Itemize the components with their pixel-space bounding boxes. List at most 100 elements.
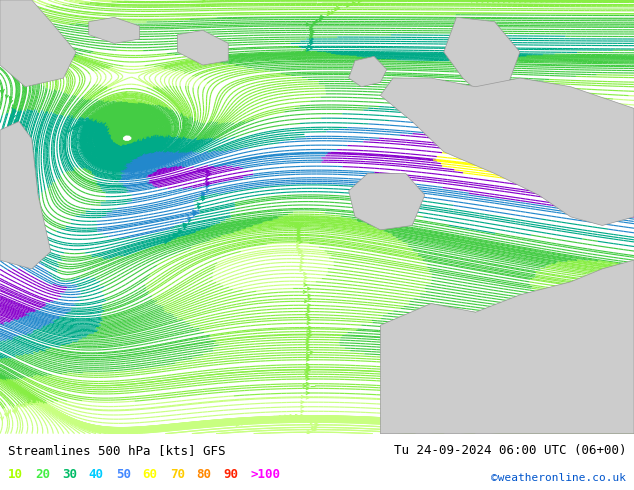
FancyArrowPatch shape bbox=[10, 100, 13, 103]
Text: 50: 50 bbox=[116, 468, 131, 481]
FancyArrowPatch shape bbox=[202, 194, 204, 196]
FancyArrowPatch shape bbox=[316, 423, 319, 426]
FancyArrowPatch shape bbox=[300, 269, 303, 271]
FancyArrowPatch shape bbox=[134, 154, 137, 157]
FancyArrowPatch shape bbox=[269, 417, 271, 420]
FancyArrowPatch shape bbox=[306, 358, 309, 361]
FancyArrowPatch shape bbox=[347, 4, 349, 7]
FancyArrowPatch shape bbox=[503, 0, 507, 2]
FancyArrowPatch shape bbox=[206, 183, 209, 186]
FancyArrowPatch shape bbox=[94, 127, 96, 130]
FancyArrowPatch shape bbox=[573, 0, 576, 1]
FancyArrowPatch shape bbox=[298, 226, 301, 229]
FancyArrowPatch shape bbox=[353, 2, 355, 5]
FancyArrowPatch shape bbox=[531, 0, 533, 2]
FancyArrowPatch shape bbox=[304, 272, 306, 275]
FancyArrowPatch shape bbox=[563, 0, 566, 1]
FancyArrowPatch shape bbox=[118, 97, 121, 99]
FancyArrowPatch shape bbox=[358, 0, 361, 2]
FancyArrowPatch shape bbox=[269, 417, 271, 420]
FancyArrowPatch shape bbox=[206, 171, 209, 174]
FancyArrowPatch shape bbox=[298, 234, 301, 237]
FancyArrowPatch shape bbox=[309, 36, 313, 39]
FancyArrowPatch shape bbox=[307, 346, 309, 349]
FancyArrowPatch shape bbox=[307, 318, 311, 321]
FancyArrowPatch shape bbox=[307, 45, 311, 48]
FancyArrowPatch shape bbox=[188, 220, 191, 222]
FancyArrowPatch shape bbox=[306, 373, 309, 376]
FancyArrowPatch shape bbox=[84, 122, 86, 125]
FancyArrowPatch shape bbox=[47, 406, 50, 409]
FancyArrowPatch shape bbox=[285, 415, 288, 418]
FancyArrowPatch shape bbox=[541, 0, 544, 2]
Polygon shape bbox=[444, 17, 520, 96]
FancyArrowPatch shape bbox=[258, 419, 261, 422]
FancyArrowPatch shape bbox=[306, 363, 309, 366]
FancyArrowPatch shape bbox=[297, 236, 301, 239]
FancyArrowPatch shape bbox=[310, 42, 313, 45]
FancyArrowPatch shape bbox=[310, 29, 313, 32]
FancyArrowPatch shape bbox=[307, 343, 309, 346]
FancyArrowPatch shape bbox=[547, 0, 550, 2]
FancyArrowPatch shape bbox=[4, 413, 8, 416]
FancyArrowPatch shape bbox=[307, 431, 310, 434]
FancyArrowPatch shape bbox=[236, 423, 239, 426]
FancyArrowPatch shape bbox=[536, 0, 539, 2]
FancyArrowPatch shape bbox=[312, 428, 314, 431]
FancyArrowPatch shape bbox=[85, 145, 87, 148]
FancyArrowPatch shape bbox=[37, 401, 41, 404]
FancyArrowPatch shape bbox=[308, 294, 311, 297]
FancyArrowPatch shape bbox=[20, 404, 23, 407]
FancyArrowPatch shape bbox=[310, 33, 313, 36]
FancyArrowPatch shape bbox=[198, 170, 200, 172]
FancyArrowPatch shape bbox=[74, 124, 77, 128]
FancyArrowPatch shape bbox=[616, 0, 619, 1]
FancyArrowPatch shape bbox=[525, 0, 528, 2]
FancyArrowPatch shape bbox=[13, 115, 15, 118]
FancyArrowPatch shape bbox=[44, 404, 47, 407]
FancyArrowPatch shape bbox=[280, 416, 282, 418]
FancyArrowPatch shape bbox=[174, 234, 178, 236]
FancyArrowPatch shape bbox=[295, 225, 298, 228]
FancyArrowPatch shape bbox=[301, 401, 304, 404]
FancyArrowPatch shape bbox=[307, 287, 310, 290]
Polygon shape bbox=[380, 78, 634, 225]
FancyArrowPatch shape bbox=[298, 231, 301, 234]
FancyArrowPatch shape bbox=[202, 192, 205, 195]
FancyArrowPatch shape bbox=[236, 423, 239, 426]
FancyArrowPatch shape bbox=[15, 123, 17, 126]
FancyArrowPatch shape bbox=[482, 0, 485, 2]
FancyArrowPatch shape bbox=[493, 0, 496, 2]
FancyArrowPatch shape bbox=[284, 221, 287, 224]
FancyArrowPatch shape bbox=[307, 368, 311, 371]
FancyArrowPatch shape bbox=[33, 401, 36, 404]
FancyArrowPatch shape bbox=[193, 212, 196, 215]
FancyArrowPatch shape bbox=[309, 40, 313, 43]
FancyArrowPatch shape bbox=[307, 336, 310, 339]
FancyArrowPatch shape bbox=[482, 0, 485, 2]
FancyArrowPatch shape bbox=[304, 52, 306, 54]
FancyArrowPatch shape bbox=[307, 327, 310, 330]
FancyArrowPatch shape bbox=[311, 426, 314, 429]
FancyArrowPatch shape bbox=[51, 409, 54, 411]
FancyArrowPatch shape bbox=[301, 410, 304, 413]
FancyArrowPatch shape bbox=[600, 0, 603, 1]
FancyArrowPatch shape bbox=[305, 50, 307, 53]
FancyArrowPatch shape bbox=[84, 123, 87, 126]
FancyArrowPatch shape bbox=[547, 0, 550, 2]
FancyArrowPatch shape bbox=[252, 419, 256, 422]
FancyArrowPatch shape bbox=[297, 242, 300, 244]
FancyArrowPatch shape bbox=[16, 404, 19, 407]
FancyArrowPatch shape bbox=[81, 121, 84, 124]
FancyArrowPatch shape bbox=[311, 31, 314, 34]
FancyArrowPatch shape bbox=[335, 8, 337, 11]
FancyArrowPatch shape bbox=[320, 18, 322, 21]
FancyArrowPatch shape bbox=[308, 431, 311, 434]
FancyArrowPatch shape bbox=[320, 16, 323, 19]
FancyArrowPatch shape bbox=[568, 0, 571, 1]
FancyArrowPatch shape bbox=[552, 0, 555, 2]
FancyArrowPatch shape bbox=[310, 24, 313, 27]
Text: 90: 90 bbox=[223, 468, 238, 481]
FancyArrowPatch shape bbox=[301, 415, 304, 417]
FancyArrowPatch shape bbox=[611, 0, 614, 1]
